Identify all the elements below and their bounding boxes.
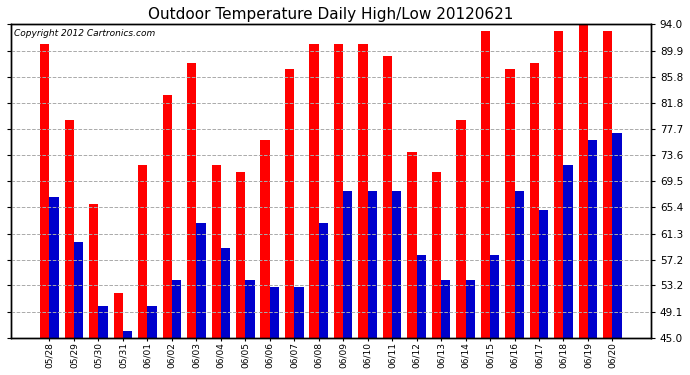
Bar xyxy=(187,63,197,375)
Bar xyxy=(50,197,59,375)
Bar xyxy=(383,57,392,375)
Bar xyxy=(138,165,148,375)
Bar xyxy=(221,248,230,375)
Bar xyxy=(490,255,500,375)
Bar xyxy=(343,191,353,375)
Bar xyxy=(260,140,270,375)
Bar xyxy=(212,165,221,375)
Bar xyxy=(579,24,588,375)
Bar xyxy=(89,204,99,375)
Bar xyxy=(588,140,598,375)
Bar xyxy=(466,280,475,375)
Bar xyxy=(163,95,172,375)
Bar xyxy=(309,44,319,375)
Bar xyxy=(123,332,132,375)
Bar xyxy=(65,120,74,375)
Bar xyxy=(114,293,123,375)
Bar xyxy=(285,69,294,375)
Bar xyxy=(74,242,83,375)
Bar xyxy=(481,31,490,375)
Bar xyxy=(530,63,539,375)
Bar xyxy=(441,280,451,375)
Bar xyxy=(407,152,417,375)
Bar xyxy=(148,306,157,375)
Title: Outdoor Temperature Daily High/Low 20120621: Outdoor Temperature Daily High/Low 20120… xyxy=(148,7,513,22)
Bar xyxy=(554,31,564,375)
Bar xyxy=(99,306,108,375)
Bar xyxy=(245,280,255,375)
Bar xyxy=(236,172,245,375)
Bar xyxy=(539,210,549,375)
Bar xyxy=(603,31,613,375)
Bar xyxy=(432,172,441,375)
Bar xyxy=(505,69,515,375)
Bar xyxy=(270,287,279,375)
Bar xyxy=(358,44,368,375)
Bar xyxy=(368,191,377,375)
Bar xyxy=(294,287,304,375)
Bar xyxy=(319,223,328,375)
Bar xyxy=(40,44,50,375)
Bar xyxy=(392,191,402,375)
Bar xyxy=(172,280,181,375)
Bar xyxy=(334,44,343,375)
Bar xyxy=(515,191,524,375)
Bar xyxy=(613,133,622,375)
Bar xyxy=(417,255,426,375)
Bar xyxy=(564,165,573,375)
Bar xyxy=(456,120,466,375)
Bar xyxy=(197,223,206,375)
Text: Copyright 2012 Cartronics.com: Copyright 2012 Cartronics.com xyxy=(14,29,155,38)
